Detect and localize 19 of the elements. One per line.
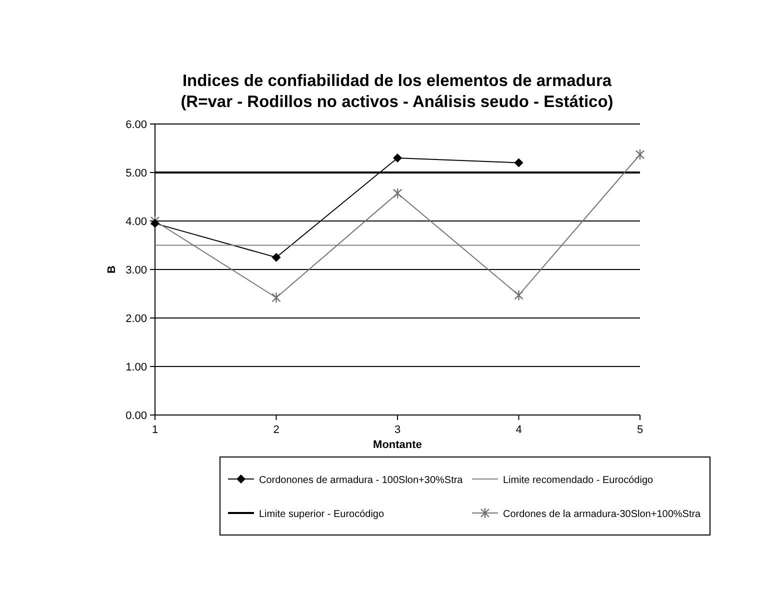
- y-axis-title: B: [106, 265, 118, 274]
- legend-label: Cordones de la armadura-30Slon+100%Stra: [503, 509, 702, 520]
- y-tick-label: 3.00: [126, 264, 147, 276]
- y-tick-label: 5.00: [126, 168, 147, 180]
- x-tick-label: 3: [394, 424, 401, 436]
- y-tick-label: 2.00: [126, 313, 147, 325]
- legend-label: Cordonones de armadura - 100Slon+30%Stra: [259, 475, 464, 486]
- chart-title: Indices de confiabilidad de los elementos de armadura (R=var - Rodillos no activos - Análisis seudo - Estático): [180, 72, 614, 111]
- x-tick-label: 5: [636, 424, 644, 436]
- y-tick-label: 4.00: [126, 216, 147, 228]
- y-tick-label: 6.00: [126, 119, 147, 131]
- x-tick-label: 1: [152, 424, 158, 436]
- y-tick-label: 0.00: [126, 410, 147, 422]
- legend-label: Limite superior - Eurocódigo: [259, 509, 384, 520]
- x-tick-label: 2: [273, 424, 280, 436]
- y-tick-label: 1.00: [126, 362, 147, 374]
- x-axis-title: Montante: [373, 439, 422, 451]
- x-tick-label: 4: [516, 424, 522, 436]
- legend-label: Limite recomendado - Eurocódigo: [503, 475, 654, 486]
